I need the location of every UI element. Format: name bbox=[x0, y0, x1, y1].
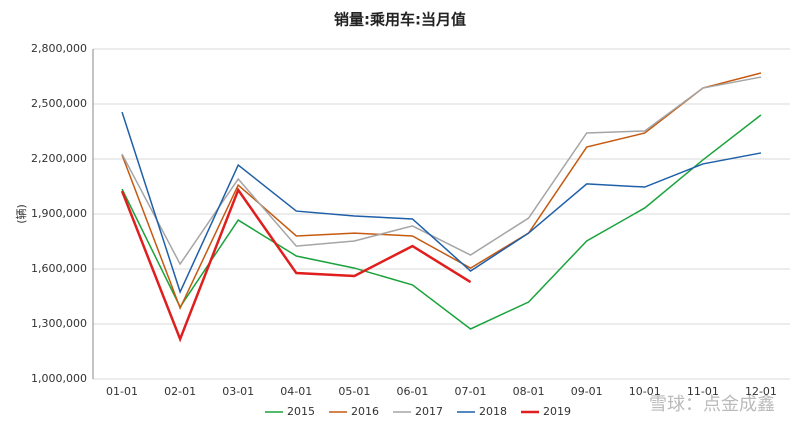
y-tick-label: 1,300,000 bbox=[31, 317, 87, 330]
series-line bbox=[121, 111, 762, 294]
x-tick-label: 08-01 bbox=[513, 385, 545, 398]
y-tick-label: 1,000,000 bbox=[31, 372, 87, 385]
y-tick-label: 1,900,000 bbox=[31, 207, 87, 220]
legend-label: 2016 bbox=[351, 405, 379, 418]
x-tick-label: 11-01 bbox=[687, 385, 719, 398]
x-tick-label: 04-01 bbox=[280, 385, 312, 398]
watermark: 雪球：点金成鑫 bbox=[649, 394, 775, 415]
legend-label: 2015 bbox=[287, 405, 315, 418]
y-tick-label: 2,800,000 bbox=[31, 42, 87, 55]
y-axis-label: (辆) bbox=[14, 204, 28, 224]
chart-title: 销量:乘用车:当月值 bbox=[334, 11, 466, 29]
y-tick-label: 2,200,000 bbox=[31, 152, 87, 165]
x-tick-label: 02-01 bbox=[164, 385, 196, 398]
y-tick-label: 2,500,000 bbox=[31, 97, 87, 110]
series-line bbox=[121, 76, 762, 266]
x-tick-label: 12-01 bbox=[745, 385, 777, 398]
series-line bbox=[120, 187, 472, 343]
x-tick-label: 07-01 bbox=[455, 385, 487, 398]
legend-label: 2017 bbox=[415, 405, 443, 418]
series-line bbox=[121, 72, 762, 310]
x-tick-label: 09-01 bbox=[571, 385, 603, 398]
legend-label: 2019 bbox=[543, 405, 571, 418]
y-tick-label: 1,600,000 bbox=[31, 262, 87, 275]
series-line bbox=[121, 114, 762, 330]
x-tick-label: 03-01 bbox=[222, 385, 254, 398]
x-tick-label: 06-01 bbox=[396, 385, 428, 398]
legend-label: 2018 bbox=[479, 405, 507, 418]
x-tick-label: 10-01 bbox=[629, 385, 661, 398]
x-tick-label: 01-01 bbox=[106, 385, 138, 398]
x-tick-label: 05-01 bbox=[338, 385, 370, 398]
